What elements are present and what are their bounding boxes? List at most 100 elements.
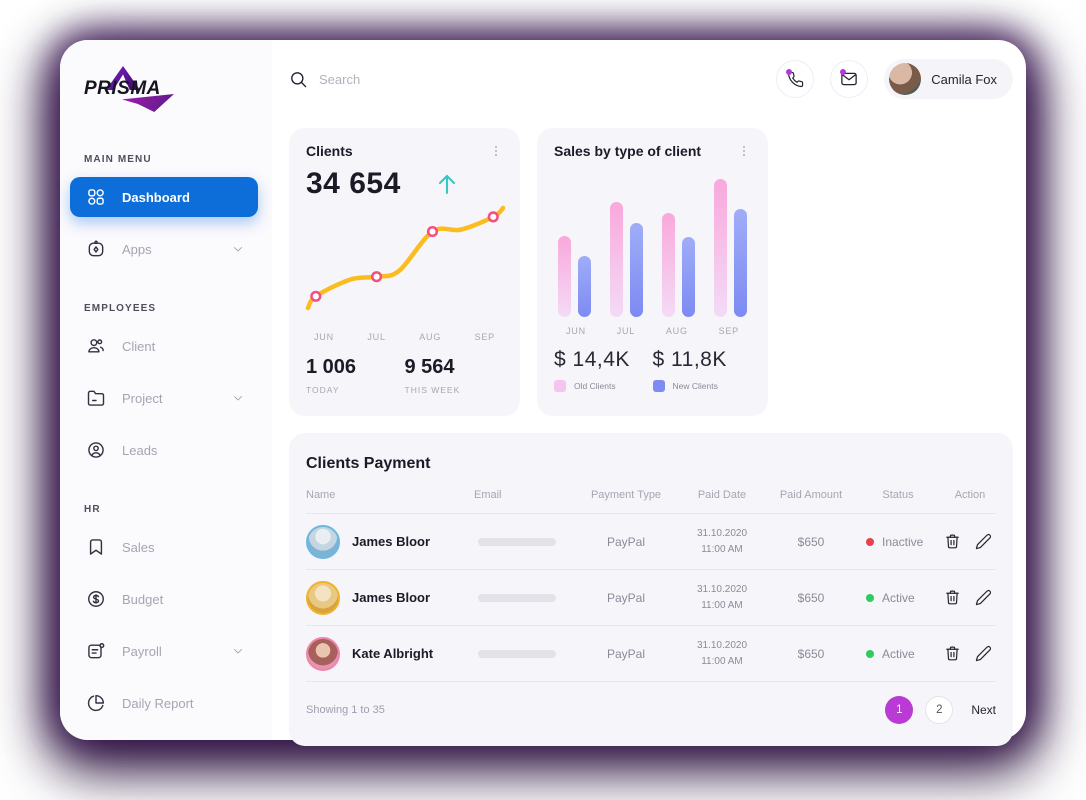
col-payment-type: Payment Type bbox=[590, 489, 662, 501]
delete-button[interactable] bbox=[944, 533, 961, 550]
app-window: PRISMA MAIN MENU Dashboard Apps EMPLOYEE… bbox=[60, 40, 1027, 746]
status-text: Active bbox=[882, 590, 915, 605]
sidebar-item-budget[interactable]: Budget bbox=[70, 579, 258, 619]
new-clients-total: $ 11,8K bbox=[652, 348, 727, 371]
month-label: SEP bbox=[718, 326, 739, 336]
row-avatar bbox=[306, 524, 340, 559]
folder-icon bbox=[86, 388, 106, 408]
month-label: AUG bbox=[419, 332, 442, 342]
payroll-icon bbox=[86, 641, 106, 661]
grid-icon bbox=[86, 187, 106, 207]
bar-chart-month-labels: JUN JUL AUG SEP bbox=[554, 326, 751, 336]
main-content: Camila Fox Clients 34 654 bbox=[272, 40, 1027, 746]
col-email: Email bbox=[474, 489, 502, 501]
showing-text: Showing 1 to 35 bbox=[306, 704, 385, 716]
client-name: Kate Albright bbox=[352, 646, 434, 661]
kebab-menu-icon[interactable] bbox=[489, 144, 503, 158]
search-bar[interactable] bbox=[289, 70, 760, 89]
clients-payment-card: Clients Payment Name Email Payment Type … bbox=[289, 433, 1013, 746]
bar-new-sep bbox=[734, 209, 747, 317]
month-label: JUN bbox=[566, 326, 586, 336]
chevron-down-icon bbox=[232, 243, 244, 255]
bar-old-jun bbox=[558, 236, 571, 317]
edit-button[interactable] bbox=[975, 589, 992, 606]
sidebar-item-label: Payroll bbox=[122, 643, 162, 659]
sidebar-item-label: Dashboard bbox=[122, 189, 190, 205]
payment-type: PayPal bbox=[606, 646, 646, 661]
delete-button[interactable] bbox=[944, 589, 961, 606]
notification-dot bbox=[786, 69, 793, 75]
stat-week-label: THIS WEEK bbox=[404, 385, 461, 395]
brand-logo: PRISMA bbox=[84, 66, 194, 114]
table-row[interactable]: James Bloor PayPal 31.10.2020 11:00 AM $6… bbox=[306, 514, 996, 570]
user-avatar bbox=[889, 63, 922, 95]
page-button-1[interactable]: 1 bbox=[885, 696, 914, 724]
phone-icon bbox=[787, 71, 803, 87]
table-row[interactable]: James Bloor PayPal 31.10.2020 11:00 AM $6… bbox=[306, 570, 996, 626]
search-icon bbox=[289, 70, 308, 89]
paid-date: 31.10.2020 11:00 AM bbox=[696, 527, 748, 555]
edit-button[interactable] bbox=[975, 645, 992, 662]
row-avatar bbox=[306, 636, 340, 671]
sidebar-item-sales[interactable]: Sales bbox=[70, 527, 258, 567]
paid-amount: $650 bbox=[797, 590, 825, 605]
chevron-down-icon bbox=[232, 645, 244, 657]
edit-button[interactable] bbox=[975, 533, 992, 550]
table-footer: Showing 1 to 35 1 2 Next bbox=[306, 686, 996, 734]
sidebar-item-label: Daily Report bbox=[122, 695, 194, 711]
month-label: JUL bbox=[616, 326, 636, 336]
users-icon bbox=[86, 336, 106, 356]
sidebar-item-project[interactable]: Project bbox=[70, 378, 258, 418]
sales-card: Sales by type of client JUN JUL AUG SEP bbox=[537, 128, 768, 416]
bar-old-jul bbox=[610, 202, 623, 317]
sales-card-title: Sales by type of client bbox=[554, 143, 702, 159]
trend-up-icon bbox=[435, 171, 459, 197]
email-placeholder bbox=[478, 593, 556, 602]
bar-new-aug bbox=[682, 237, 695, 317]
email-placeholder bbox=[478, 649, 556, 658]
client-name: James Bloor bbox=[352, 534, 431, 549]
sidebar-item-label: Sales bbox=[122, 539, 155, 555]
delete-button[interactable] bbox=[944, 645, 961, 662]
clients-line-chart bbox=[305, 205, 506, 311]
leads-icon bbox=[86, 440, 106, 460]
brand-name: PRISMA bbox=[84, 78, 161, 99]
bar-old-aug bbox=[662, 213, 675, 317]
status-badge: Active bbox=[852, 591, 944, 605]
clients-total: 34 654 bbox=[306, 167, 401, 200]
sidebar-item-payroll[interactable]: Payroll bbox=[70, 631, 258, 671]
table-row[interactable]: Kate Albright PayPal 31.10.2020 11:00 AM … bbox=[306, 626, 996, 682]
sidebar-item-leads[interactable]: Leads bbox=[70, 430, 258, 470]
row-avatar bbox=[306, 580, 340, 615]
page-button-2[interactable]: 2 bbox=[925, 696, 954, 724]
paid-date: 31.10.2020 11:00 AM bbox=[696, 639, 748, 667]
sidebar-item-daily-report[interactable]: Daily Report bbox=[70, 683, 258, 723]
section-label-main-menu: MAIN MENU bbox=[84, 154, 152, 165]
old-clients-swatch bbox=[554, 380, 566, 392]
bar-old-sep bbox=[714, 179, 727, 317]
col-name: Name bbox=[306, 489, 336, 501]
pagination: 1 2 Next bbox=[885, 696, 996, 724]
sidebar-item-label: Client bbox=[122, 338, 156, 354]
sidebar-item-label: Project bbox=[122, 390, 163, 406]
stat-week-value: 9 564 bbox=[404, 356, 455, 378]
search-input[interactable] bbox=[319, 71, 519, 87]
mail-button[interactable] bbox=[830, 60, 869, 98]
clients-card: Clients 34 654 JUN JUL AU bbox=[289, 128, 520, 416]
topbar: Camila Fox bbox=[289, 40, 1013, 118]
next-button[interactable]: Next bbox=[971, 703, 996, 717]
mail-icon bbox=[841, 72, 858, 86]
phone-button[interactable] bbox=[776, 60, 815, 98]
user-menu[interactable]: Camila Fox bbox=[884, 59, 1013, 99]
sidebar-item-apps[interactable]: Apps bbox=[70, 229, 258, 269]
sidebar-item-client[interactable]: Client bbox=[70, 326, 258, 366]
kebab-menu-icon[interactable] bbox=[737, 144, 751, 158]
status-dot bbox=[866, 649, 874, 658]
client-name: James Bloor bbox=[352, 590, 431, 605]
month-label: SEP bbox=[474, 332, 495, 342]
bar-new-jun bbox=[578, 256, 591, 317]
user-name: Camila Fox bbox=[931, 71, 997, 87]
sidebar-item-dashboard[interactable]: Dashboard bbox=[70, 177, 258, 217]
sales-bar-chart bbox=[554, 167, 751, 317]
section-label-employees: EMPLOYEES bbox=[84, 303, 157, 314]
